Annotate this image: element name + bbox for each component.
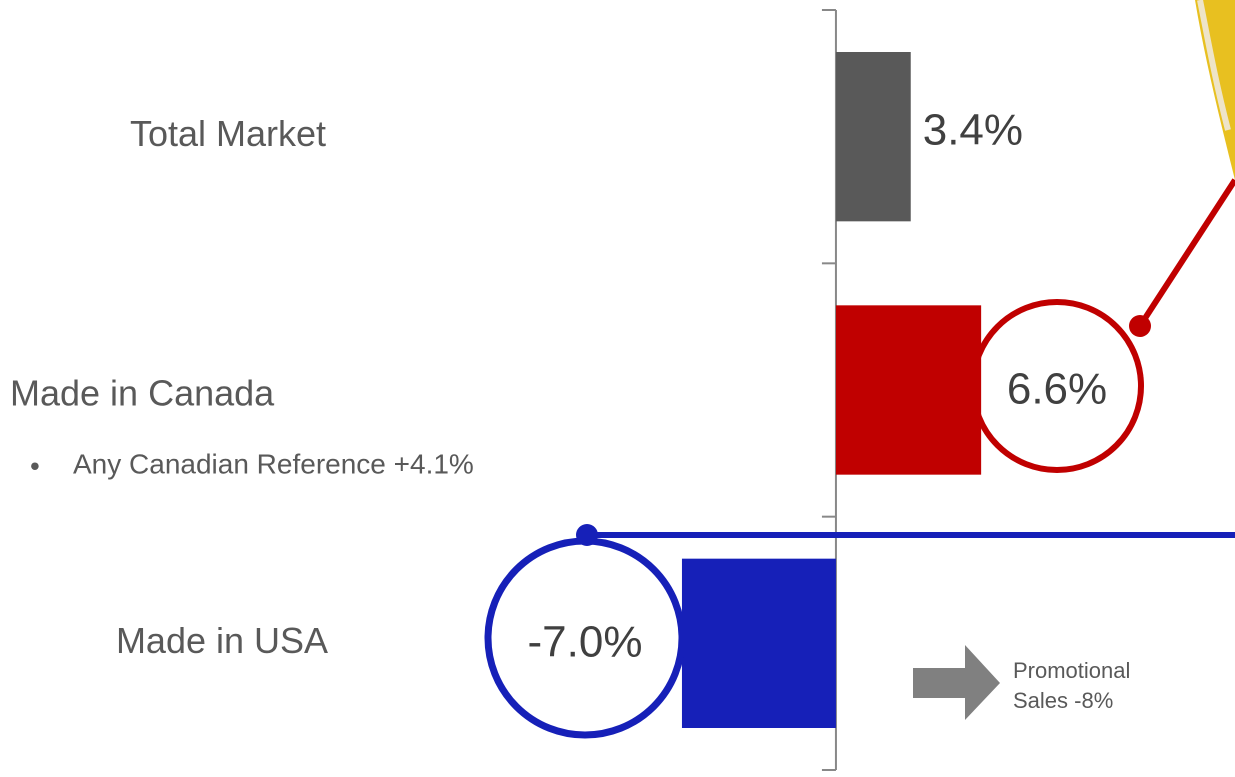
decor-image [1195, 0, 1235, 180]
bullet: • [30, 450, 40, 481]
highlight-circle [970, 299, 1144, 473]
value-label: 3.4% [923, 105, 1023, 154]
callout-line [1137, 178, 1235, 328]
decor-image [1197, 0, 1231, 131]
category-label: Total Market [130, 113, 326, 154]
bar [835, 52, 911, 222]
bar [681, 558, 836, 728]
bar [835, 305, 982, 475]
annotation: Promotional [1013, 658, 1130, 683]
callout-dot [576, 524, 598, 546]
annotation: Any Canadian Reference +4.1% [73, 448, 474, 479]
callout-dot [1129, 315, 1151, 337]
value-label: 6.6% [1007, 365, 1107, 414]
annotation: Sales -8% [1013, 688, 1113, 713]
category-label: Made in USA [116, 620, 328, 661]
arrow [913, 645, 1000, 720]
category-label: Made in Canada [10, 373, 275, 414]
value-label: -7.0% [528, 618, 643, 667]
